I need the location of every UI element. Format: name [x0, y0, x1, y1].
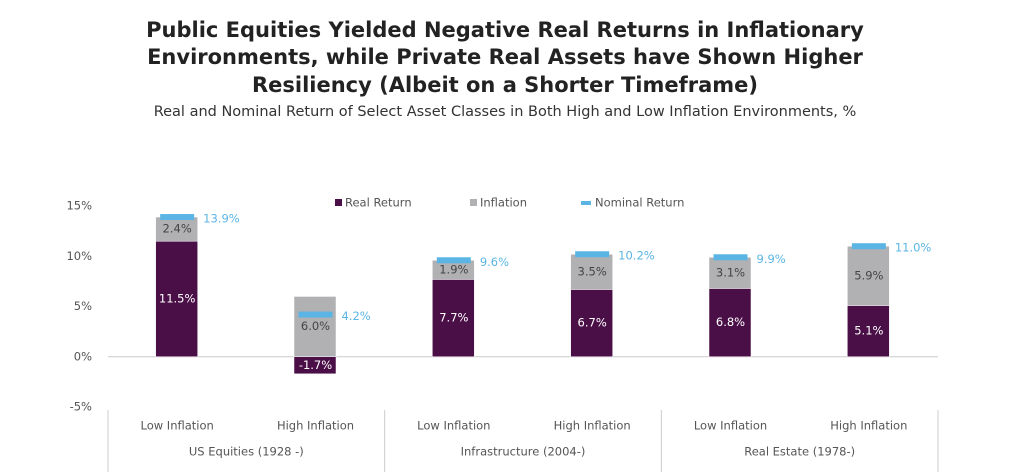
y-tick-label: 10%: [66, 249, 92, 263]
bar-segment: [708, 257, 752, 289]
nominal-marker: [713, 254, 748, 261]
chart-title: Public Equities Yielded Negative Real Re…: [146, 18, 864, 42]
y-tick-label: 0%: [74, 349, 92, 363]
value-label: 7.7%: [439, 311, 468, 325]
group-label: Real Estate (1978-): [744, 445, 855, 459]
legend-swatch: [470, 199, 477, 206]
bar-segment: [847, 245, 890, 306]
value-label: 13.9%: [203, 212, 240, 226]
bar-segment: [570, 289, 613, 358]
legend-label: Inflation: [480, 196, 527, 210]
y-tick-label: 15%: [66, 199, 92, 213]
y-tick-label: -5%: [70, 400, 92, 414]
value-label: 6.7%: [578, 316, 607, 330]
bar-segment: [293, 296, 337, 358]
nominal-marker: [851, 243, 886, 250]
value-label: 4.2%: [342, 309, 371, 323]
value-label: 11.5%: [159, 291, 196, 305]
value-label: 11.0%: [895, 241, 932, 255]
value-label: 5.9%: [854, 268, 883, 282]
x-tick-label: High Inflation: [830, 419, 907, 433]
value-label: 10.2%: [618, 249, 655, 263]
value-label: 2.4%: [163, 222, 192, 236]
bar-segment: [432, 279, 475, 357]
chart-subtitle: Real and Nominal Return of Select Asset …: [154, 104, 857, 120]
group-label: US Equities (1928 -): [189, 445, 304, 459]
chart-title: Resiliency (Albeit on a Shorter Timefram…: [252, 73, 758, 97]
y-tick-label: 5%: [74, 299, 92, 313]
value-label: 6.0%: [301, 319, 330, 333]
bar-segment: [155, 216, 198, 242]
bar-segment: [708, 288, 752, 357]
group-label: Infrastructure (2004-): [461, 445, 586, 459]
value-label: 9.6%: [480, 255, 509, 269]
legend-label: Nominal Return: [595, 196, 684, 210]
chart-title: Environments, while Private Real Assets …: [147, 45, 863, 69]
legend-label: Real Return: [345, 196, 412, 210]
bar-segment: [155, 240, 198, 357]
legend-swatch: [581, 201, 591, 205]
value-label: 9.9%: [757, 252, 786, 266]
x-tick-label: Low Inflation: [694, 419, 767, 433]
x-tick-label: Low Inflation: [417, 419, 490, 433]
nominal-marker: [160, 214, 195, 221]
legend-swatch: [335, 199, 342, 206]
x-tick-label: High Inflation: [277, 419, 354, 433]
x-tick-label: High Inflation: [554, 419, 631, 433]
nominal-marker: [436, 257, 471, 264]
value-label: 3.5%: [578, 264, 607, 278]
value-label: 6.8%: [716, 315, 745, 329]
x-tick-label: Low Inflation: [141, 419, 214, 433]
value-label: 3.1%: [716, 265, 745, 279]
value-label: 5.1%: [854, 324, 883, 338]
value-label: -1.7%: [299, 358, 332, 372]
nominal-marker: [298, 311, 333, 318]
nominal-marker: [575, 251, 610, 258]
bar-segment: [847, 305, 890, 357]
value-label: 1.9%: [439, 262, 468, 276]
